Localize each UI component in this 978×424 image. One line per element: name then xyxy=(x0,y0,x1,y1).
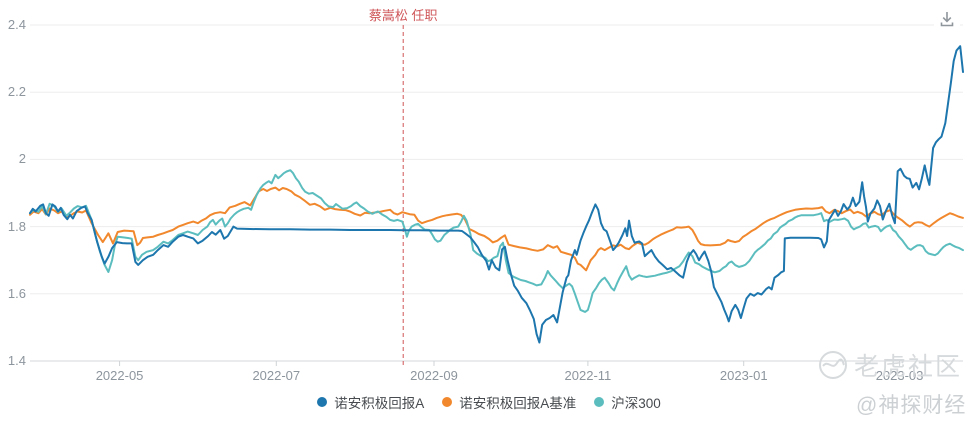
x-axis-tick-label: 2022-05 xyxy=(95,368,144,383)
x-axis-tick-label: 2022-11 xyxy=(564,368,612,383)
y-axis-tick-label: 2 xyxy=(18,151,26,167)
series-dot-benchmark xyxy=(442,397,453,407)
x-axis-tick-label: 2022-07 xyxy=(252,368,301,383)
y-axis-tick-label: 2.4 xyxy=(7,17,26,32)
legend-label-benchmark: 诺安积极回报A基准 xyxy=(459,396,577,411)
legend-label-fund: 诺安积极回报A xyxy=(334,396,425,411)
manager-start-annotation: 蔡嵩松 任职 xyxy=(368,8,438,23)
y-axis-tick-label: 1.4 xyxy=(7,353,26,368)
x-axis-tick-label: 2022-09 xyxy=(410,368,458,383)
legend-item-csi300[interactable]: 沪深300 xyxy=(594,392,661,412)
series-dot-fund xyxy=(317,397,328,407)
x-axis-tick-label: 2023-03 xyxy=(875,368,924,383)
download-button[interactable] xyxy=(934,6,960,32)
y-axis-tick-label: 1.8 xyxy=(7,218,26,234)
legend: 诺安积极回报A 诺安积极回报A基准 沪深300 xyxy=(0,392,978,412)
y-axis-tick-label: 2.2 xyxy=(7,84,26,100)
legend-item-benchmark[interactable]: 诺安积极回报A基准 xyxy=(442,392,576,412)
x-axis-tick-label: 2023-01 xyxy=(719,368,768,383)
legend-label-csi300: 沪深300 xyxy=(611,396,661,411)
y-axis-tick-label: 1.6 xyxy=(7,285,26,301)
legend-item-fund[interactable]: 诺安积极回报A xyxy=(317,392,424,412)
download-icon xyxy=(940,12,954,27)
series-dot-csi300 xyxy=(594,397,605,407)
